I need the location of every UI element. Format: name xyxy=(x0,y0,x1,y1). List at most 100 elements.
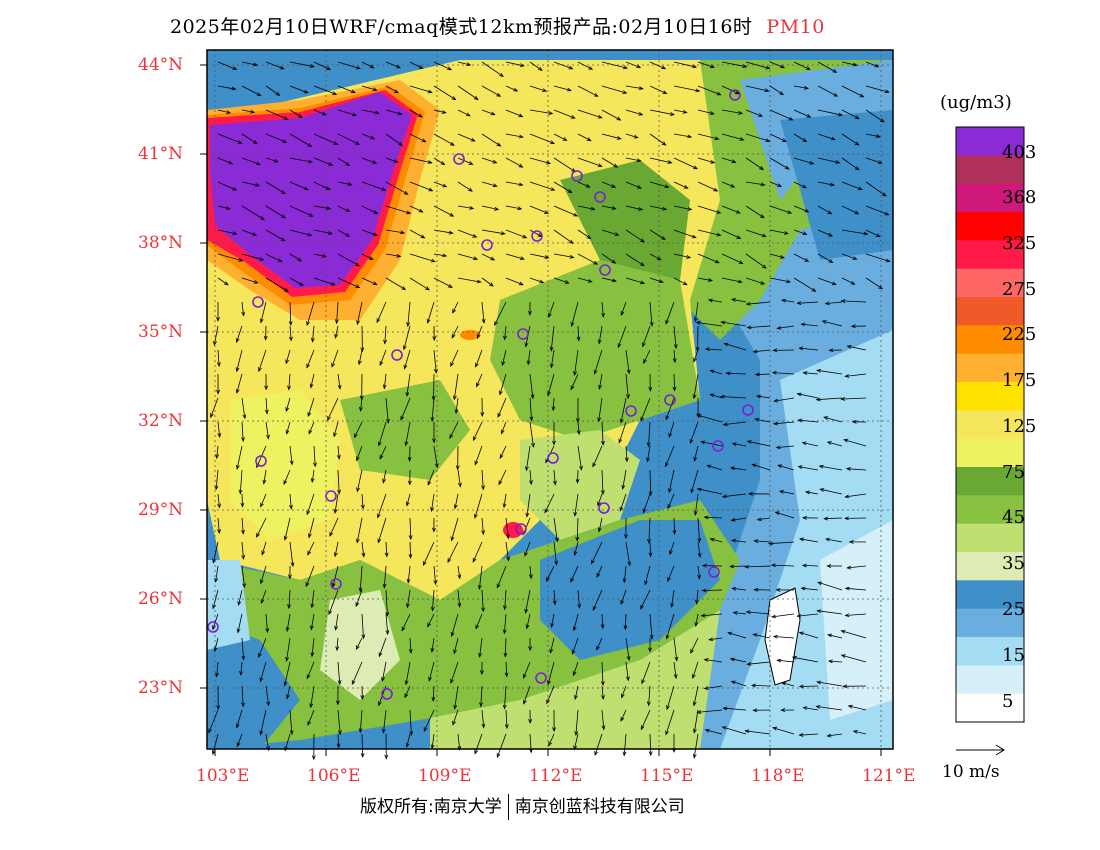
wind-arrow xyxy=(690,469,699,493)
wind-arrow xyxy=(236,709,243,728)
wind-arrow-head xyxy=(713,187,719,192)
wind-arrow xyxy=(693,709,699,733)
wind-arrow-head xyxy=(239,670,243,676)
wind-arrow xyxy=(617,325,627,348)
wind-arrow-head xyxy=(764,88,770,93)
wind-arrow-head xyxy=(465,112,471,117)
wind-arrow-head xyxy=(571,649,576,655)
wind-arrow-head xyxy=(355,262,361,267)
wind-arrow-head xyxy=(241,655,246,661)
wind-arrow xyxy=(337,85,356,93)
wind-arrow xyxy=(498,469,507,485)
wind-arrow-head xyxy=(703,658,709,662)
wind-arrow-head xyxy=(306,321,310,327)
wind-arrow xyxy=(721,181,735,188)
city-marker xyxy=(729,89,741,101)
wind-arrow xyxy=(649,181,669,188)
wind-arrow xyxy=(647,445,651,462)
wind-arrow xyxy=(793,181,807,189)
wind-arrow-head xyxy=(372,232,378,236)
wind-arrow xyxy=(400,397,411,420)
wind-arrow xyxy=(312,325,315,342)
wind-arrow-head xyxy=(619,506,624,512)
wind-arrow xyxy=(529,253,549,259)
wind-arrow-head xyxy=(449,434,454,440)
wind-arrow xyxy=(544,493,555,513)
wind-arrow-head xyxy=(667,160,673,164)
colorbar-label: 25 xyxy=(1002,599,1025,620)
wind-arrow-head xyxy=(835,160,841,164)
wind-arrow-head xyxy=(594,750,599,756)
wind-arrow-head xyxy=(242,583,246,589)
wind-arrow-head xyxy=(307,411,312,417)
wind-arrow xyxy=(335,613,339,630)
wind-arrow-head xyxy=(321,111,327,116)
city-marker xyxy=(664,394,676,406)
wind-arrow-head xyxy=(337,730,342,736)
wind-arrow-head xyxy=(725,371,731,376)
wind-arrow xyxy=(721,133,744,141)
wind-arrow-head xyxy=(802,231,808,235)
wind-arrow xyxy=(217,205,230,210)
wind-arrow xyxy=(241,685,244,707)
wind-arrow xyxy=(649,109,674,116)
wind-arrow xyxy=(865,277,883,290)
wind-arrow xyxy=(598,517,603,532)
wind-arrow-head xyxy=(588,65,594,70)
wind-arrow xyxy=(457,133,475,142)
wind-arrow xyxy=(311,589,315,608)
wind-arrow-head xyxy=(640,280,646,285)
wind-arrow xyxy=(692,661,699,679)
wind-arrow-head xyxy=(838,112,843,117)
wind-arrow-head xyxy=(776,326,782,330)
wind-arrow-head xyxy=(212,558,216,564)
wind-arrow-head xyxy=(503,652,508,658)
wind-arrow-head xyxy=(731,298,736,302)
wind-arrow-head xyxy=(709,393,715,398)
wind-arrow-head xyxy=(840,299,846,303)
wind-arrow xyxy=(310,373,315,388)
wind-arrow-head xyxy=(714,136,720,141)
wind-arrow-head xyxy=(818,464,824,469)
wind-arrow xyxy=(473,421,483,441)
wind-arrow-head xyxy=(237,601,242,607)
wind-arrow-head xyxy=(281,214,286,219)
wind-arrow-head xyxy=(472,436,477,442)
wind-arrow-head xyxy=(716,91,722,96)
wind-arrow-head xyxy=(374,110,380,115)
wind-arrow xyxy=(529,469,532,485)
wind-arrow-head xyxy=(668,488,672,494)
wind-arrow-head xyxy=(261,550,266,556)
wind-arrow xyxy=(376,301,387,323)
wind-arrow xyxy=(799,685,819,687)
wind-arrow xyxy=(730,658,747,663)
wind-arrow xyxy=(745,61,770,69)
wind-arrow-head xyxy=(259,677,264,683)
wind-arrow-head xyxy=(501,361,506,367)
wind-arrow xyxy=(697,133,719,140)
colorbar-swatch xyxy=(956,637,1024,666)
wind-arrow xyxy=(601,253,616,264)
wind-arrow xyxy=(241,277,258,284)
wind-arrow-head xyxy=(253,62,259,67)
wind-arrow-head xyxy=(457,746,462,752)
wind-arrow-head xyxy=(573,371,577,377)
wind-arrow-head xyxy=(256,532,260,538)
wind-arrow xyxy=(409,205,423,213)
wind-arrow-head xyxy=(616,136,622,140)
wind-arrow-head xyxy=(496,583,501,589)
colorbar-swatch xyxy=(956,240,1024,270)
wind-arrow-head xyxy=(617,343,622,349)
wind-arrow xyxy=(240,661,243,675)
wind-arrow-head xyxy=(325,186,331,190)
wind-arrow-head xyxy=(552,600,557,606)
wind-arrow xyxy=(601,469,604,495)
wind-arrow xyxy=(265,85,280,96)
wind-arrow xyxy=(504,637,507,657)
wind-arrow xyxy=(745,109,763,117)
wind-arrow-head xyxy=(636,158,642,163)
wind-arrow-head xyxy=(569,239,574,244)
wind-arrow xyxy=(620,301,627,316)
wind-arrow-head xyxy=(601,440,605,446)
wind-arrow xyxy=(649,613,653,639)
